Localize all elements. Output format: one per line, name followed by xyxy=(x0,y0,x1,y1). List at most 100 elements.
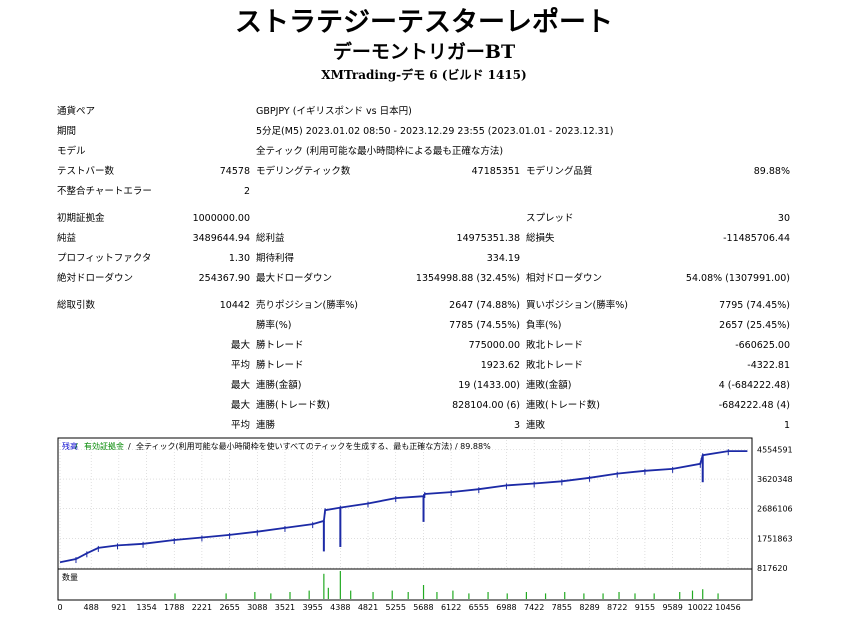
win-rate-label: 勝率(%) xyxy=(256,320,292,331)
ticks-value: 47185351 xyxy=(471,166,520,177)
rel-drawdown-label: 相対ドローダウン xyxy=(526,273,603,284)
gross-loss-value: -11485706.44 xyxy=(723,233,790,244)
symbol-value: GBPJPY (イギリスポンド vs 日本円) xyxy=(256,106,412,117)
x-tick-label: 9155 xyxy=(635,603,655,612)
loss-rate-value: 2657 (25.45%) xyxy=(719,320,790,331)
max-prefix: 最大 xyxy=(230,400,250,411)
avg-consec-loss-value: 1 xyxy=(783,420,790,431)
x-tick-label: 9589 xyxy=(662,603,682,612)
avg-win-label: 勝トレード xyxy=(256,360,304,371)
symbol-label: 通貨ペア xyxy=(57,106,96,117)
quality-value: 89.88% xyxy=(753,166,790,177)
quality-label: モデリング品質 xyxy=(526,166,593,177)
consec-loss-money-label: 連敗(金額) xyxy=(526,380,572,391)
consec-win-trades-label: 連勝(トレード数) xyxy=(256,400,330,411)
account-info: XMTrading-デモ 6 (ビルド 1415) xyxy=(321,68,527,82)
x-tick-label: 2221 xyxy=(192,603,212,612)
deposit-value: 1000000.00 xyxy=(192,213,250,224)
total-trades-value: 10442 xyxy=(219,300,250,311)
volume-plot-frame xyxy=(57,568,753,601)
spread-value: 30 xyxy=(777,213,790,224)
x-tick-label: 4821 xyxy=(358,603,378,612)
x-tick-label: 6555 xyxy=(469,603,489,612)
mismatch-label: 不整合チャートエラー xyxy=(57,186,152,197)
long-positions-label: 買いポジション(勝率%) xyxy=(526,300,628,311)
long-positions-value: 7795 (74.45%) xyxy=(719,300,790,311)
x-tick-label: 1788 xyxy=(164,603,184,612)
deposit-label: 初期証拠金 xyxy=(57,213,105,224)
main-plot-frame xyxy=(57,437,753,570)
x-tick-label: 3521 xyxy=(275,603,295,612)
legend-balance: 残高 xyxy=(62,441,78,451)
x-tick-label: 3088 xyxy=(247,603,267,612)
expected-payoff-value: 334.19 xyxy=(486,253,520,264)
avg-prefix: 平均 xyxy=(230,360,250,371)
avg-consec-loss-label: 連敗 xyxy=(526,420,546,431)
model-value: 全ティック (利用可能な最小時間枠による最も正確な方法) xyxy=(256,146,504,157)
spread-label: スプレッド xyxy=(526,213,574,224)
total-trades-label: 総取引数 xyxy=(57,300,96,311)
rel-drawdown-value: 54.08% (1307991.00) xyxy=(685,273,790,284)
avg-win-value: 1923.62 xyxy=(480,360,520,371)
avg-loss-value: -4322.81 xyxy=(747,360,790,371)
x-tick-label: 488 xyxy=(84,603,99,612)
max-drawdown-label: 最大ドローダウン xyxy=(256,273,333,284)
gross-loss-label: 総損失 xyxy=(526,233,555,244)
x-tick-label: 4388 xyxy=(330,603,350,612)
bars-label: テストバー数 xyxy=(57,166,115,177)
x-tick-label: 0 xyxy=(57,603,62,612)
consec-win-money-label: 連勝(金額) xyxy=(256,380,302,391)
consec-loss-trades-label: 連敗(トレード数) xyxy=(526,400,600,411)
profit-factor-value: 1.30 xyxy=(228,253,250,264)
expected-payoff-label: 期待利得 xyxy=(256,253,295,264)
x-tick-label: 7855 xyxy=(552,603,572,612)
x-tick-label: 10456 xyxy=(715,603,740,612)
largest-win-value: 775000.00 xyxy=(468,340,520,351)
report-title: ストラテジーテスターレポート xyxy=(235,7,613,38)
ea-name: デーモントリガーBT xyxy=(332,41,516,63)
avg-loss-label: 敗北トレード xyxy=(526,360,584,371)
x-tick-label: 6988 xyxy=(496,603,516,612)
ticks-label: モデリングティック数 xyxy=(256,166,351,177)
mismatch-value: 2 xyxy=(243,186,250,197)
legend-sep-2: / xyxy=(128,442,131,451)
x-tick-label: 7422 xyxy=(524,603,544,612)
profit-factor-label: プロフィットファクタ xyxy=(57,253,152,264)
largest-win-label: 勝トレード xyxy=(256,340,304,351)
gross-profit-value: 14975351.38 xyxy=(456,233,520,244)
short-positions-value: 2647 (74.88%) xyxy=(449,300,520,311)
max-prefix: 最大 xyxy=(230,380,250,391)
abs-drawdown-value: 254367.90 xyxy=(198,273,250,284)
balance-line xyxy=(59,450,748,564)
consec-win-trades-value: 828104.00 (6) xyxy=(452,400,520,411)
period-label: 期間 xyxy=(57,126,77,137)
avg-consec-win-label: 連勝 xyxy=(256,420,276,431)
x-tick-label: 10022 xyxy=(688,603,713,612)
legend-sep-1: / xyxy=(75,442,78,451)
largest-loss-value: -660625.00 xyxy=(735,340,790,351)
x-tick-label: 5688 xyxy=(413,603,433,612)
x-tick-label: 1354 xyxy=(136,603,156,612)
y-tick-label: 4554591 xyxy=(757,445,793,454)
avg-prefix: 平均 xyxy=(230,420,250,431)
consec-loss-money-value: 4 (-684222.48) xyxy=(718,380,790,391)
consec-loss-trades-value: -684222.48 (4) xyxy=(718,400,790,411)
largest-loss-label: 敗北トレード xyxy=(526,340,584,351)
x-tick-label: 3955 xyxy=(303,603,323,612)
legend-info: 全ティック(利用可能な最小時間枠を使いすべてのティックを生成する、最も正確な方法… xyxy=(136,441,491,451)
period-value: 5分足(M5) 2023.01.02 08:50 - 2023.12.29 23… xyxy=(256,126,614,137)
bars-value: 74578 xyxy=(219,166,250,177)
x-tick-label: 921 xyxy=(111,603,126,612)
legend-equity: 有効証拠金 xyxy=(84,441,124,451)
x-tick-label: 5255 xyxy=(386,603,406,612)
abs-drawdown-label: 絶対ドローダウン xyxy=(57,273,134,284)
max-prefix: 最大 xyxy=(230,340,250,351)
net-profit-value: 3489644.94 xyxy=(192,233,250,244)
win-rate-value: 7785 (74.55%) xyxy=(449,320,520,331)
gross-profit-label: 総利益 xyxy=(256,233,285,244)
net-profit-label: 純益 xyxy=(57,233,77,244)
model-label: モデル xyxy=(57,146,86,157)
x-tick-label: 6122 xyxy=(441,603,461,612)
y-tick-label: 1751863 xyxy=(757,534,793,543)
